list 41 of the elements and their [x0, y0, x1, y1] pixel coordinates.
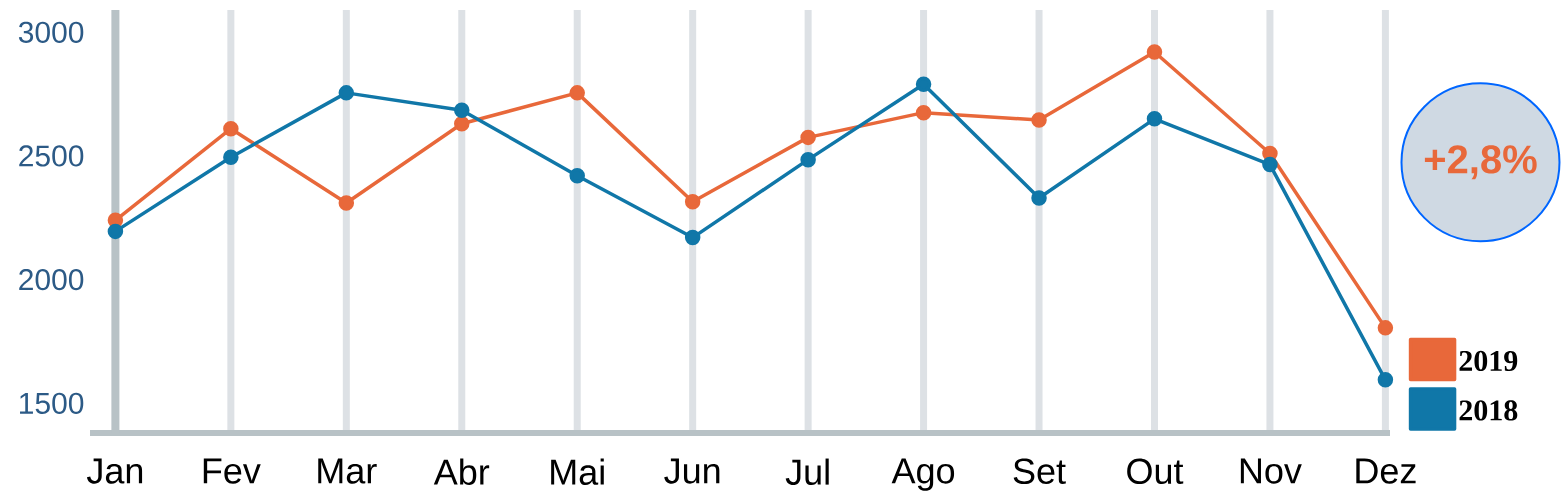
- y-tick-label: 2000: [19, 269, 84, 291]
- point: [1377, 372, 1394, 388]
- y-tick-label: 1500: [20, 392, 84, 414]
- point: [1146, 111, 1163, 127]
- x-tick-label: Mar: [318, 458, 377, 484]
- x-tick-label: Mai: [551, 458, 604, 485]
- point: [338, 195, 355, 211]
- x-tick-label: Fev: [203, 458, 261, 484]
- text: +2,8%: [1424, 145, 1537, 180]
- point: [684, 193, 701, 210]
- point: [1031, 112, 1047, 128]
- point: [454, 116, 470, 132]
- x-tick-label: Ago: [891, 458, 955, 491]
- point: [454, 102, 470, 118]
- x-tick-label: Jul: [785, 458, 829, 485]
- point: [800, 129, 816, 146]
- point: [1377, 320, 1394, 336]
- x-tick-label: Out: [1127, 458, 1184, 485]
- x-tick-label: Jan: [86, 458, 143, 484]
- x-tick-label: Abr: [433, 458, 490, 485]
- point: [800, 151, 816, 168]
- point: [1146, 44, 1163, 60]
- point: [569, 85, 585, 101]
- point: [915, 76, 932, 92]
- x-tick-label: Nov: [1240, 458, 1302, 484]
- legend-label: 2019: [1459, 350, 1518, 372]
- x-tick-label: Jun: [664, 458, 720, 484]
- point: [107, 223, 124, 240]
- y-tick-label: 2500: [19, 145, 84, 167]
- x-tick-label: Set: [1013, 458, 1066, 485]
- point: [223, 149, 239, 165]
- point: [1031, 190, 1047, 206]
- point: [223, 120, 239, 137]
- x-tick-label: Dez: [1356, 458, 1416, 484]
- point: [915, 104, 932, 121]
- point: [338, 85, 355, 101]
- point: [569, 167, 585, 184]
- y-tick-label: 3000: [18, 21, 84, 43]
- legend-label: 2018: [1459, 400, 1518, 421]
- point: [1262, 156, 1278, 173]
- point: [684, 229, 701, 246]
